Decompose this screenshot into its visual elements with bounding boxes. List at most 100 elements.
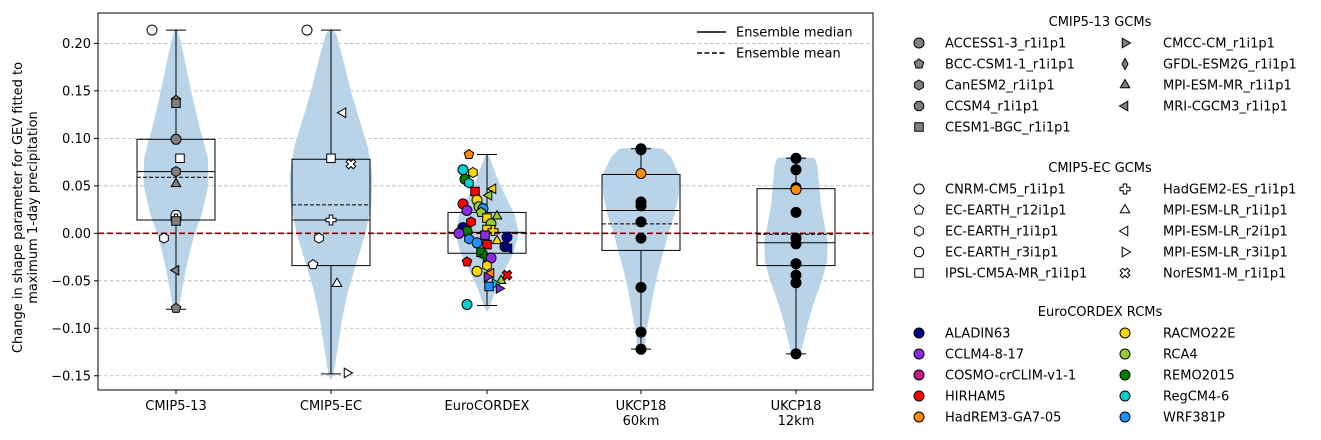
marker-shape — [457, 164, 469, 176]
data-point — [501, 231, 513, 243]
marker-shape — [471, 237, 483, 249]
legend-item-label: CCLM4-8-17 — [945, 348, 1024, 363]
data-point — [464, 177, 474, 189]
x-tick-label-line: UKCP18 — [771, 399, 822, 414]
x-tick-label: UKCP18 12km — [771, 399, 822, 429]
marker-shape — [453, 227, 465, 239]
axes-frame — [97, 12, 874, 391]
legend-item-label: ACCESS1-3_r1i1p1 — [945, 37, 1066, 52]
legend-item-label: NorESM1-M_r1i1p1 — [1163, 267, 1286, 282]
y-tick-label: −0.05 — [51, 274, 91, 289]
y-tick-label: 0.10 — [62, 132, 91, 147]
marker-shape — [470, 186, 480, 197]
y-tick-label: −0.10 — [51, 322, 91, 337]
legend-item-label: BCC-CSM1-1_r1i1p1 — [945, 58, 1075, 73]
legend-marker — [913, 100, 925, 112]
data-point — [635, 168, 647, 179]
data-point — [635, 281, 647, 293]
legend-item-label: HadREM3-GA7-05 — [945, 411, 1061, 426]
data-point — [336, 107, 347, 119]
marker-shape — [635, 144, 647, 156]
data-point — [307, 258, 319, 270]
data-point — [464, 233, 474, 245]
data-point — [170, 177, 182, 188]
y-tick-label: 0.20 — [62, 37, 91, 52]
legend-item-label: RACMO22E — [1163, 327, 1235, 342]
legend-marker — [913, 369, 925, 381]
marker-shape — [461, 299, 473, 310]
data-point — [491, 234, 503, 245]
data-point — [790, 348, 802, 360]
data-point — [487, 225, 499, 236]
marker-shape — [790, 238, 802, 250]
marker-shape — [914, 79, 924, 91]
legend-marker — [1118, 225, 1129, 237]
legend-item-label: CESM1-BGC_r1i1p1 — [945, 121, 1071, 136]
marker-shape — [482, 239, 492, 250]
marker-shape — [1119, 348, 1131, 360]
marker-shape — [464, 177, 474, 189]
data-point — [345, 158, 357, 170]
data-point — [482, 189, 493, 201]
data-point — [314, 232, 324, 244]
marker-shape — [1121, 37, 1132, 49]
marker-shape — [314, 232, 324, 244]
legend-marker — [914, 225, 924, 237]
marker-shape — [501, 231, 513, 243]
legend-item-label: ALADIN63 — [945, 327, 1010, 342]
marker-shape — [1121, 246, 1132, 258]
marker-shape — [480, 230, 490, 240]
marker-shape — [913, 58, 925, 69]
marker-shape — [913, 411, 925, 423]
data-point — [635, 326, 647, 338]
marker-shape — [345, 158, 357, 170]
data-point — [175, 153, 185, 164]
marker-shape — [635, 232, 647, 244]
marker-shape — [325, 214, 337, 226]
points-3 — [635, 143, 647, 355]
data-point — [483, 271, 494, 283]
legend-item-label: MPI-ESM-LR_r1i1p1 — [1163, 204, 1288, 219]
violin-4 — [764, 156, 828, 360]
marker-shape — [170, 133, 182, 145]
marker-shape — [171, 166, 181, 178]
data-point — [463, 148, 475, 160]
legend-item-label: HIRHAM5 — [945, 390, 1006, 405]
marker-shape — [169, 264, 180, 276]
legend-marker — [913, 348, 925, 360]
legend-section-title: EuroCORDEX RCMs — [1038, 305, 1163, 320]
marker-shape — [914, 225, 924, 237]
marker-shape — [482, 260, 492, 272]
legend-marker — [913, 327, 925, 339]
marker-shape — [461, 205, 473, 216]
plot-area — [98, 24, 873, 381]
marker-shape — [463, 148, 475, 160]
marker-shape — [1119, 390, 1131, 402]
marker-shape — [301, 24, 313, 36]
marker-shape — [491, 209, 503, 220]
marker-shape — [913, 369, 925, 381]
legend-item-label: EC-EARTH_r12i1p1 — [945, 204, 1067, 219]
marker-shape — [482, 189, 493, 201]
legend-marker — [1121, 37, 1132, 49]
marker-shape — [913, 348, 925, 360]
legend-item-label: MPI-ESM-LR_r3i1p1 — [1163, 246, 1288, 261]
marker-shape — [171, 216, 181, 226]
legend-item-label: MPI-ESM-LR_r2i1p1 — [1163, 225, 1288, 240]
legend-line-label: Ensemble mean — [736, 47, 841, 62]
legend-item-label: HadGEM2-ES_r1i1p1 — [1163, 183, 1296, 198]
marker-shape — [914, 268, 924, 278]
data-point — [502, 242, 513, 255]
data-point — [457, 164, 469, 176]
data-point — [484, 281, 494, 292]
marker-shape — [1119, 203, 1131, 214]
marker-shape — [336, 107, 347, 119]
marker-shape — [307, 258, 319, 270]
legend-marker — [914, 268, 924, 278]
y-tick-label: 0.05 — [62, 179, 91, 194]
legend-marker — [913, 58, 925, 69]
legend-item-label: RCA4 — [1163, 348, 1198, 363]
legend-marker — [1118, 100, 1129, 112]
legend-item-label: CCSM4_r1i1p1 — [945, 100, 1039, 115]
data-point — [169, 264, 180, 276]
